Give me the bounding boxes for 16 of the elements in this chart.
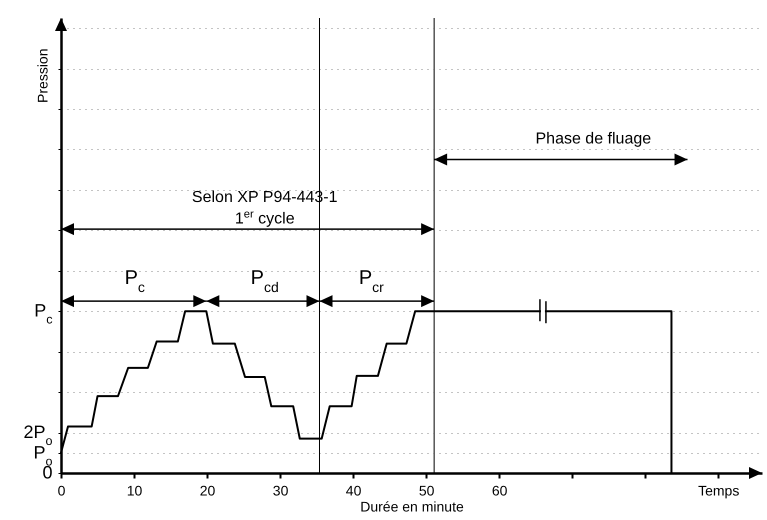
y-tick-label: P$_{c}$: [34, 300, 52, 327]
x-tick-label: Temps: [698, 482, 740, 498]
x-tick-label: 60: [492, 482, 508, 498]
x-tick-label: 20: [200, 482, 216, 498]
x-tick-label: 40: [346, 482, 362, 498]
x-tick-label: 30: [272, 482, 289, 498]
x-tick-label: 0: [58, 482, 66, 498]
annotation: Phase de fluage: [535, 130, 652, 148]
y-axis-title: Pression: [34, 48, 50, 103]
x-tick-label: 10: [126, 482, 143, 498]
annotation: P$_{c}$: [124, 266, 145, 295]
annotation: P$_{cd}$: [250, 266, 279, 295]
annotation: 1$^{er}$ cycle: [234, 208, 295, 228]
x-tick-label: 50: [418, 482, 435, 498]
annotation: P$_{cr}$: [358, 266, 384, 295]
x-axis-title: Durée en minute: [360, 498, 464, 514]
